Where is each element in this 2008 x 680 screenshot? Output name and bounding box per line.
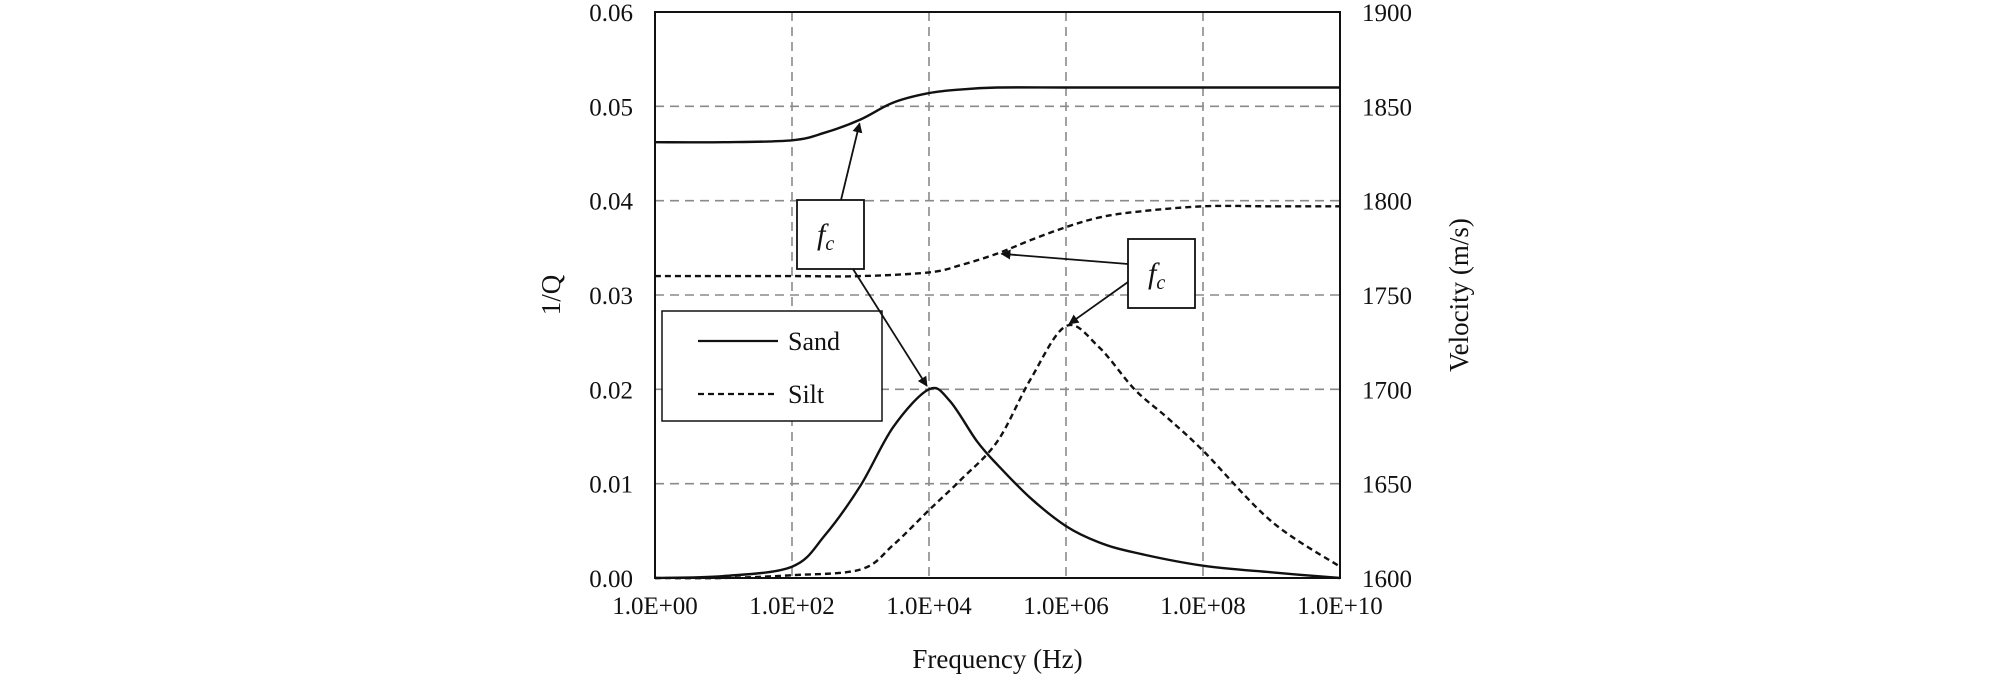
y-axis-right-title: Velocity (m/s) (1444, 218, 1474, 372)
x-tick-label: 1.0E+08 (1160, 593, 1246, 620)
grid (655, 12, 1340, 578)
legend-box (661, 310, 883, 422)
x-tick-label: 1.0E+02 (749, 593, 835, 620)
y-left-tick-label: 0.05 (589, 94, 633, 121)
series-line-sand-attenuation (654, 386, 1341, 580)
y-right-tick-label: 1850 (1362, 94, 1412, 121)
y-right-tick-label: 1700 (1362, 377, 1412, 404)
y-left-tick-label: 0.02 (589, 377, 633, 404)
x-axis-title: Frequency (Hz) (912, 644, 1082, 674)
y-left-tick-label: 0.00 (589, 566, 633, 593)
legend: Sand Silt (661, 310, 883, 422)
y-right-tick-label: 1650 (1362, 472, 1412, 499)
plot-area-frame (654, 11, 1341, 579)
fc-annotation: fc (796, 122, 928, 387)
x-tick-label: 1.0E+04 (886, 593, 972, 620)
x-tick-label: 1.0E+00 (612, 593, 698, 620)
series-layer (654, 86, 1341, 580)
x-tick-label: 1.0E+10 (1297, 593, 1383, 620)
y-right-tick-label: 1600 (1362, 566, 1412, 593)
y-left-tick-label: 0.03 (589, 283, 633, 310)
y-right-tick-label: 1750 (1362, 283, 1412, 310)
y-right-tick-label: 1900 (1362, 0, 1412, 27)
legend-label-sand: Sand (788, 327, 840, 356)
annotation-box (1127, 238, 1196, 309)
annotation-box (796, 199, 865, 270)
y-left-tick-label: 0.04 (589, 189, 633, 216)
series-line-silt-velocity (655, 204, 1340, 278)
series-line-sand-velocity (654, 86, 1340, 144)
series-line-silt-attenuation (654, 323, 1341, 580)
y-axis-left-title: 1/Q (536, 274, 566, 315)
annotation-arrow (1068, 281, 1129, 325)
tick-labels: 1.0E+00 1.0E+02 1.0E+04 1.0E+06 1.0E+08 1.0E+… (589, 0, 1412, 620)
annotation-arrow (1000, 249, 1129, 265)
fc-annotation: fc (1000, 238, 1196, 325)
y-right-tick-label: 1800 (1362, 189, 1412, 216)
legend-label-silt: Silt (788, 380, 825, 409)
x-tick-label: 1.0E+06 (1023, 593, 1109, 620)
annotation-arrow (852, 268, 928, 387)
y-left-tick-label: 0.01 (589, 472, 633, 499)
annotation-arrow (840, 122, 863, 201)
y-left-tick-label: 0.06 (589, 0, 633, 27)
